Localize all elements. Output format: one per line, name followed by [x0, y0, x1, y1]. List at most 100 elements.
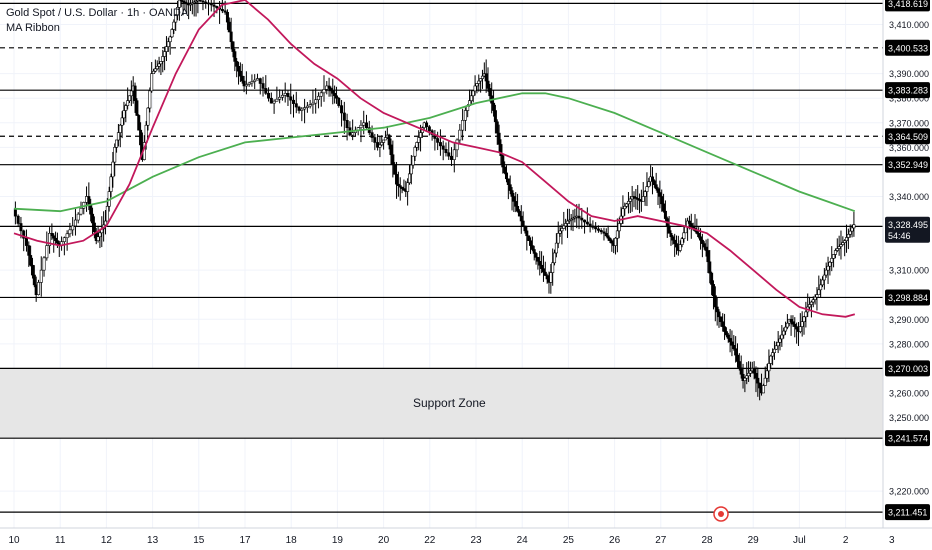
y-tick-label: 3,280.000 [889, 339, 929, 349]
candle-body [231, 41, 235, 52]
candle-body [198, 0, 202, 2]
current-price-tag [885, 216, 930, 243]
candle-body [400, 186, 404, 189]
candle-body [660, 196, 664, 205]
candle-body [645, 186, 649, 192]
candle-body [135, 100, 139, 116]
candle-body [517, 210, 521, 217]
level-price-text: 3,364.509 [888, 132, 928, 142]
level-price-text: 3,211.451 [888, 508, 927, 518]
candle-body [671, 236, 675, 241]
candle-body [594, 227, 598, 230]
candle-body [382, 139, 386, 143]
candle-body [789, 318, 793, 323]
candle-body [512, 196, 516, 202]
candle-body [139, 129, 143, 146]
x-tick-label: 10 [8, 535, 20, 546]
candle-body [170, 29, 174, 38]
candle-body [118, 124, 122, 133]
candle-body [632, 196, 636, 198]
candle-body [549, 272, 553, 283]
candle-body [378, 144, 382, 148]
candle-body [726, 334, 730, 339]
candle-body [680, 238, 684, 245]
candle-body [452, 149, 456, 160]
level-price-text: 3,241.574 [888, 434, 928, 444]
candle-body [387, 134, 391, 146]
candle-body [383, 137, 387, 141]
candle-body [398, 185, 402, 188]
candle-body [641, 196, 645, 202]
candle-body [808, 304, 812, 308]
candle-body [654, 184, 658, 189]
candle-body [427, 126, 431, 131]
candle-body [724, 331, 728, 336]
candle-body [615, 230, 619, 239]
x-tick-label: 11 [55, 535, 66, 546]
symbol-title[interactable]: Gold Spot / U.S. Dollar · 1h · OANDA [6, 7, 189, 19]
candle-body [780, 334, 784, 340]
candle-body [710, 272, 714, 285]
candle-body [523, 225, 527, 232]
level-price-text: 3,270.003 [888, 364, 928, 374]
candle-body [699, 236, 703, 241]
candle-body [207, 2, 211, 5]
candle-body [27, 245, 31, 256]
candle-body [514, 201, 518, 207]
price-axis: 3,410.000 3,390.000 3,380.000 3,370.000 3,36… [882, 0, 932, 550]
candle-body [562, 225, 566, 229]
candle-body [708, 261, 712, 274]
candle-body [345, 120, 349, 129]
candle-body [721, 321, 725, 327]
event-flag-dot [718, 511, 724, 517]
candle-body [280, 94, 284, 98]
candle-body [621, 208, 625, 217]
candle-body [529, 240, 533, 246]
candle-body [176, 7, 180, 16]
candle-body [19, 223, 23, 232]
candle-body [297, 106, 301, 111]
x-tick-label: 23 [470, 535, 482, 546]
level-price-tag [885, 430, 930, 447]
y-tick-label: 3,360.000 [889, 143, 929, 153]
candle-body [809, 301, 813, 305]
candle-body [769, 355, 773, 364]
candle-body [455, 139, 459, 151]
candle-body [209, 3, 213, 6]
indicator-name[interactable]: MA Ribbon [6, 22, 60, 34]
candle-body [458, 129, 462, 141]
candle-body [719, 316, 723, 323]
candle-body [444, 149, 448, 154]
candle-body [606, 235, 610, 239]
candle-body [475, 83, 479, 87]
candle-body [373, 137, 377, 143]
candle-body [362, 122, 366, 126]
x-tick-label: 15 [193, 535, 205, 546]
candle-body [225, 11, 229, 23]
candle-body [333, 93, 337, 97]
candle-body [155, 66, 159, 70]
candle-body [697, 233, 701, 238]
support-zone [0, 368, 883, 439]
candle-body [146, 107, 150, 126]
candle-body [585, 221, 589, 225]
candle-body [103, 220, 107, 226]
candle-body [425, 122, 429, 128]
candle-body [508, 184, 512, 191]
candle-body [91, 213, 95, 224]
candle-body [625, 203, 629, 207]
candle-body [264, 88, 268, 94]
candle-body [303, 107, 307, 110]
candle-body [115, 139, 119, 148]
candle-body [159, 61, 163, 65]
candle-body [365, 122, 369, 129]
candle-body [492, 102, 496, 111]
candle-body [461, 120, 465, 131]
candle-body [704, 246, 708, 251]
candle-body [212, 4, 216, 7]
candle-body [164, 46, 168, 52]
level-price-text: 3,352.949 [888, 160, 928, 170]
candle-body [201, 0, 205, 3]
ma-slow-line [13, 92, 856, 213]
x-tick-label: 17 [239, 535, 251, 546]
